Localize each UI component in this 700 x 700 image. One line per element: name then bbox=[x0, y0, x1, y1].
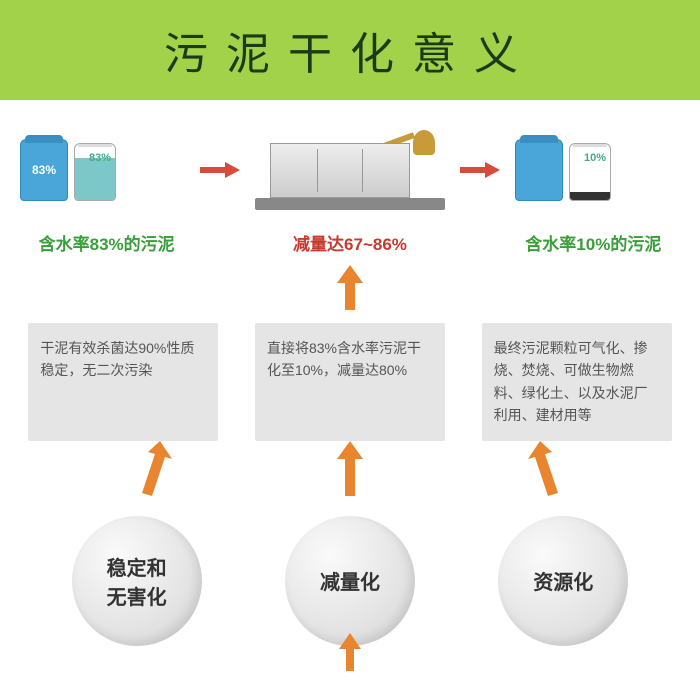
output-white-barrel-icon: 10% bbox=[569, 143, 611, 201]
arrow-right-icon bbox=[460, 160, 500, 180]
machine-stage bbox=[255, 130, 445, 210]
arrow-up-right-icon bbox=[528, 441, 568, 496]
arrow-right-icon bbox=[200, 160, 240, 180]
diagonal-arrows-row bbox=[0, 441, 700, 496]
circle-mid-label: 减量化 bbox=[320, 566, 380, 595]
circles-row: 稳定和 无害化 减量化 资源化 bbox=[0, 496, 700, 646]
input-barrels: 83% 83% bbox=[20, 139, 185, 201]
process-flow-row: 83% 83% 10% bbox=[0, 100, 700, 220]
blue-barrel-icon: 83% bbox=[20, 139, 68, 201]
output-stage: 10% bbox=[515, 139, 680, 201]
output-caption: 含水率10%的污泥 bbox=[507, 230, 680, 255]
input-stage: 83% 83% bbox=[20, 139, 185, 201]
arrow-up-to-machine bbox=[0, 265, 700, 315]
captions-row: 含水率83%的污泥 减量达67~86% 含水率10%的污泥 bbox=[0, 220, 700, 265]
input-pct-small: 83% bbox=[89, 152, 111, 164]
info-box-right: 最终污泥颗粒可气化、掺烧、焚烧、可做生物燃料、绿化土、以及水泥厂利用、建材用等 bbox=[482, 323, 672, 441]
blue-barrel-icon bbox=[515, 139, 563, 201]
output-pct-small: 10% bbox=[584, 152, 606, 164]
header-banner: 污泥干化意义 bbox=[0, 0, 700, 100]
input-caption: 含水率83%的污泥 bbox=[20, 230, 193, 255]
info-boxes-row: 干泥有效杀菌达90%性质稳定，无二次污染 直接将83%含水率污泥干化至10%，减… bbox=[0, 315, 700, 441]
arrow-up-mid-icon bbox=[335, 441, 365, 496]
output-barrels: 10% bbox=[515, 139, 680, 201]
info-box-left: 干泥有效杀菌达90%性质稳定，无二次污染 bbox=[28, 323, 218, 441]
input-pct-label: 83% bbox=[32, 163, 56, 177]
input-white-barrel-icon: 83% bbox=[74, 143, 116, 201]
arrow-up-left-icon bbox=[132, 441, 172, 496]
circle-reduce: 减量化 bbox=[285, 516, 415, 646]
drying-machine-icon bbox=[255, 130, 445, 210]
circle-stable: 稳定和 无害化 bbox=[72, 516, 202, 646]
info-box-mid: 直接将83%含水率污泥干化至10%，减量达80% bbox=[255, 323, 445, 441]
process-caption: 减量达67~86% bbox=[263, 230, 436, 255]
circle-right-label: 资源化 bbox=[533, 566, 593, 595]
circle-left-line1: 稳定和 bbox=[107, 552, 167, 581]
arrow-up-bottom-icon bbox=[337, 633, 363, 671]
circle-resource: 资源化 bbox=[498, 516, 628, 646]
circle-left-line2: 无害化 bbox=[107, 581, 167, 610]
page-title: 污泥干化意义 bbox=[164, 18, 536, 82]
